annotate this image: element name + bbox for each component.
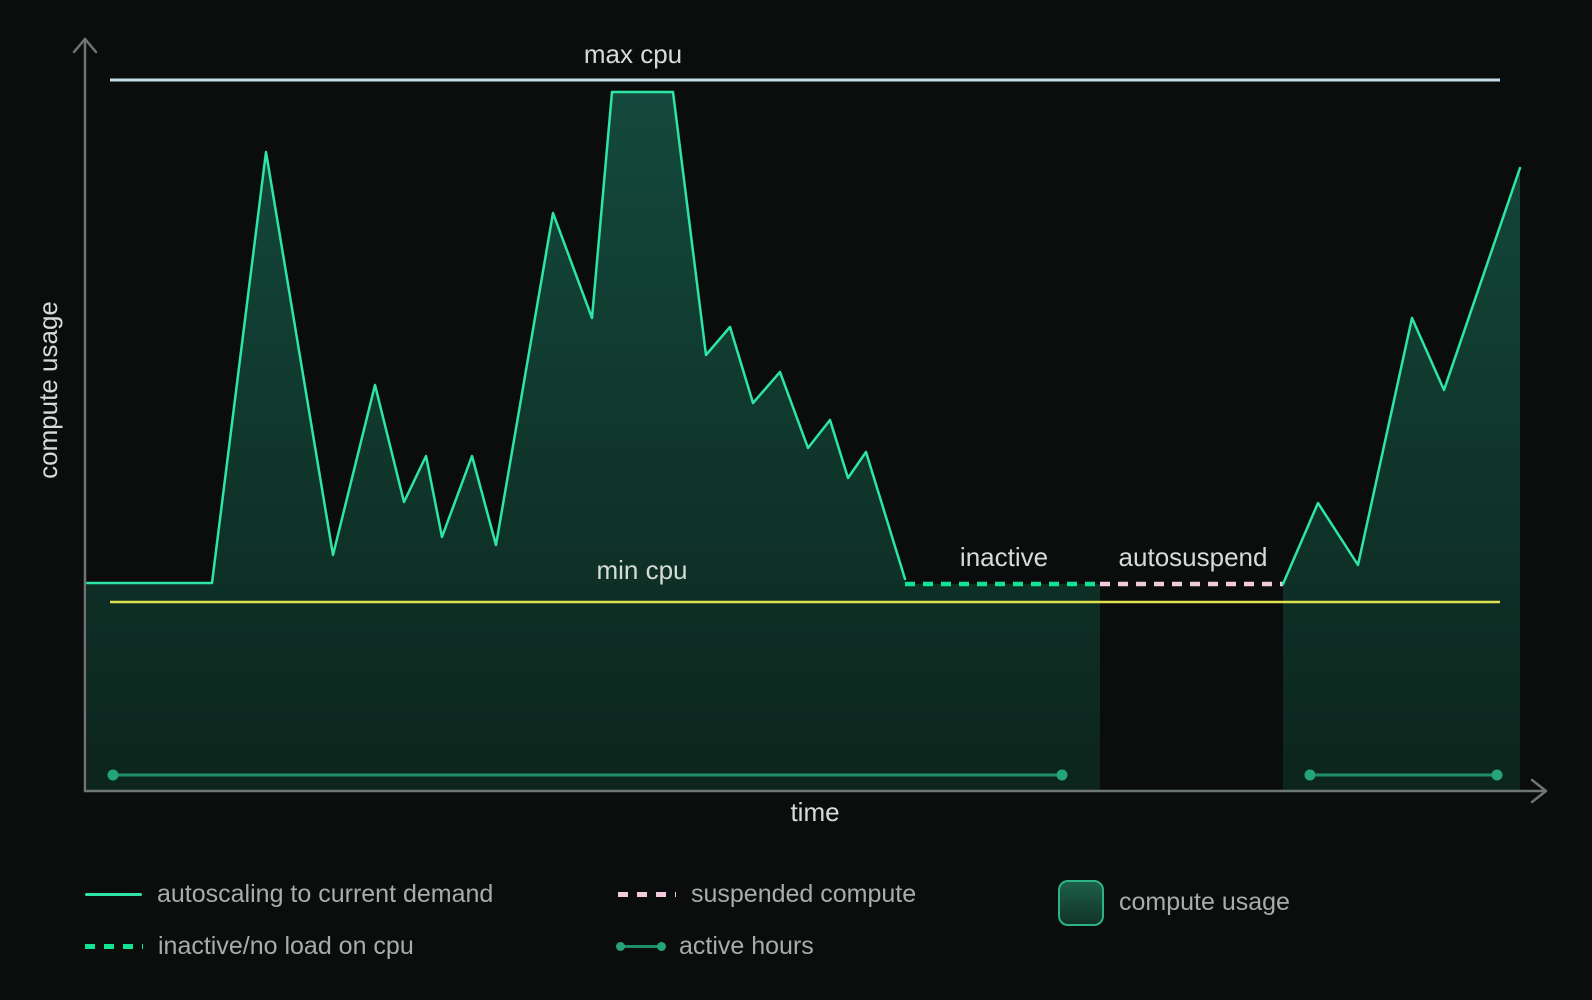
inactive-label: inactive	[960, 542, 1048, 572]
legend-label: active hours	[679, 931, 814, 960]
legend-label: suspended compute	[691, 879, 917, 908]
max-cpu-label: max cpu	[584, 39, 682, 69]
pink-dash-swatch-icon	[618, 891, 676, 897]
y-axis-label: compute usage	[33, 301, 63, 479]
legend-item-active-hours: active hours	[616, 931, 814, 961]
compute-usage-fill-resume	[1283, 168, 1520, 790]
axes-lines	[83, 38, 1545, 793]
active-hours-dot	[1056, 769, 1068, 781]
solid-line-swatch-icon	[85, 892, 142, 896]
min-cpu-label: min cpu	[596, 555, 687, 585]
active-hours-dot	[1491, 769, 1503, 781]
x-axis-arrow-icon	[1530, 778, 1548, 804]
autosuspend-label: autosuspend	[1119, 542, 1268, 572]
autoscaling-curve-resume	[1281, 166, 1522, 586]
active-hours-dot	[107, 769, 119, 781]
green-dash-swatch-icon	[85, 943, 143, 949]
x-axis-label: time	[790, 797, 839, 827]
legend-item-suspended: suspended compute	[618, 879, 916, 909]
compute-usage-fill-main	[87, 92, 1100, 790]
legend-label: compute usage	[1119, 888, 1290, 916]
fill-swatch-icon	[1058, 879, 1104, 926]
active-hours-dot	[1304, 769, 1316, 781]
legend-item-compute-usage: compute usage	[1058, 879, 1290, 926]
legend-label: inactive/no load on cpu	[158, 931, 414, 960]
autoscaling-curve	[85, 90, 907, 585]
legend-label: autoscaling to current demand	[157, 879, 494, 908]
y-axis-arrow-icon	[72, 37, 98, 54]
dotted-endpoints-line-swatch-icon	[616, 941, 666, 951]
legend-item-autoscaling: autoscaling to current demand	[85, 879, 493, 909]
legend-item-inactive: inactive/no load on cpu	[85, 931, 414, 961]
